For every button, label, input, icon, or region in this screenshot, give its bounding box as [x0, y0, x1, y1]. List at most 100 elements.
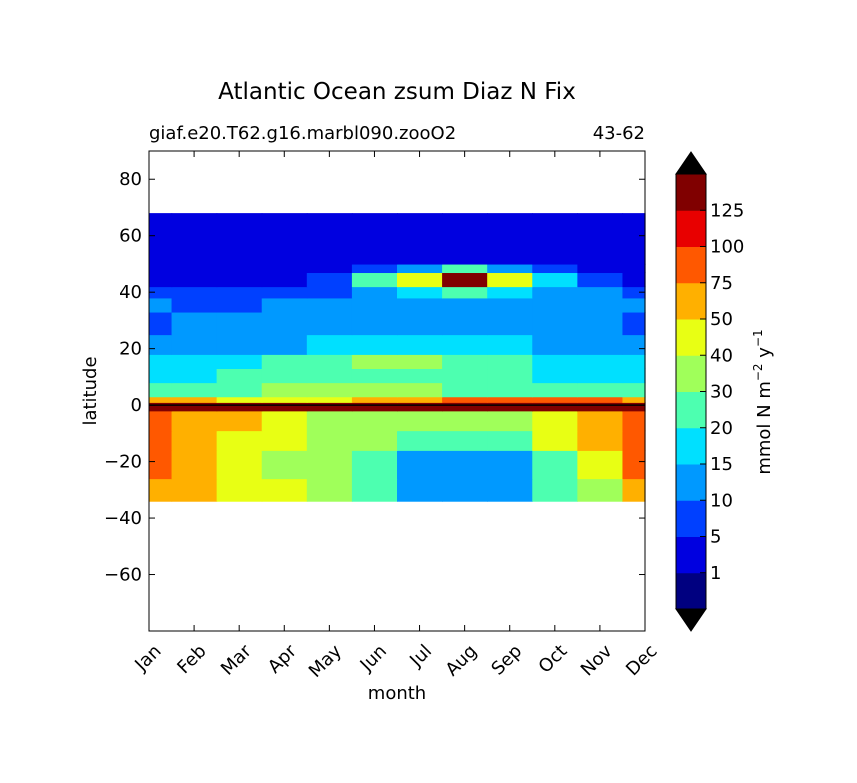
heatmap-cell	[261, 402, 308, 412]
heatmap-cell	[149, 354, 173, 370]
heatmap-cell	[622, 410, 646, 432]
x-tick-label: Aug	[442, 641, 482, 681]
heatmap-cell	[306, 430, 353, 451]
heatmap-cell	[351, 272, 398, 288]
heatmap-cell	[487, 430, 533, 451]
x-tick-label: Feb	[173, 641, 210, 678]
heatmap-cell	[171, 410, 218, 432]
y-tick-label: −20	[104, 452, 142, 473]
heatmap-cell	[487, 263, 533, 274]
heatmap-cell	[397, 402, 443, 412]
heatmap-cell	[351, 311, 398, 336]
heatmap-cell	[577, 311, 624, 336]
heatmap-cell	[306, 334, 353, 355]
heatmap-cell	[149, 382, 173, 398]
heatmap-cell	[149, 311, 173, 336]
y-tick-label: −60	[104, 565, 142, 586]
x-tick-label: Mar	[217, 640, 256, 679]
heatmap-cell	[577, 272, 624, 288]
chart-subtitle-left: giaf.e20.T62.g16.marbl090.zooO2	[149, 123, 456, 144]
heatmap-cell	[397, 354, 443, 370]
heatmap-cell	[577, 402, 624, 412]
heatmap-cell	[442, 297, 488, 313]
heatmap-cell	[216, 410, 263, 432]
heatmap-cell	[397, 450, 443, 480]
heatmap-cell	[487, 297, 533, 313]
colorbar-tick-label: 40	[710, 345, 733, 366]
colorbar-tick-label: 1	[710, 563, 721, 584]
heatmap-cell	[216, 286, 263, 299]
heatmap-cell	[487, 382, 533, 398]
heatmap-cell	[149, 297, 173, 313]
y-tick-label: 80	[119, 169, 142, 190]
heatmap-cell	[622, 430, 646, 451]
heatmap-cell	[622, 354, 646, 370]
heatmap-cell	[577, 297, 624, 313]
heatmap-cell	[261, 430, 308, 451]
heatmap-cell	[532, 311, 578, 336]
heatmap-cell	[171, 396, 218, 403]
colorbar-tick-label: 20	[710, 418, 733, 439]
heatmap-cell	[397, 263, 443, 274]
heatmap-cell	[216, 368, 263, 384]
heatmap-cell	[442, 430, 488, 451]
x-axis-label: month	[368, 683, 426, 704]
x-tick-label: Nov	[577, 640, 617, 680]
heatmap-cell	[532, 450, 578, 480]
heatmap-cell	[306, 263, 353, 274]
colorbar-segment	[676, 319, 706, 356]
colorbar-segment	[676, 427, 706, 465]
chart-title: Atlantic Ocean zsum Diaz N Fix	[218, 79, 576, 105]
colorbar-segment	[676, 500, 706, 537]
heatmap-cell	[216, 354, 263, 370]
heatmap-cell	[532, 382, 578, 398]
heatmap-cell	[261, 368, 308, 384]
heatmap-cell	[149, 402, 173, 412]
heatmap-cell	[577, 263, 624, 274]
heatmap-cell	[577, 430, 624, 451]
heatmap-cell	[442, 478, 488, 502]
y-tick-label: 60	[119, 226, 142, 247]
heatmap-cell	[622, 402, 646, 412]
colorbar-segment	[676, 174, 706, 211]
x-tick-label: Jun	[356, 641, 391, 676]
heatmap-cell	[532, 410, 578, 432]
heatmap-cell	[532, 334, 578, 355]
colorbar-segment	[676, 391, 706, 429]
heatmap-cell	[306, 213, 353, 265]
heatmap-cell	[149, 272, 173, 288]
heatmap-cell	[149, 410, 173, 432]
heatmap-cell	[622, 297, 646, 313]
heatmap-cell	[577, 396, 624, 403]
heatmap-cell	[622, 213, 646, 265]
heatmap-cell	[397, 334, 443, 355]
heatmap-cell	[442, 450, 488, 480]
heatmap-cell	[577, 478, 624, 502]
x-tick-label: Dec	[622, 641, 661, 680]
heatmap-cell	[306, 450, 353, 480]
heatmap-cell	[149, 334, 173, 355]
heatmap-cell	[149, 368, 173, 384]
chart-subtitle-right: 43-62	[593, 123, 645, 144]
colorbar-label: mmol N m−2 y−1	[751, 329, 775, 474]
heatmap-cell	[442, 311, 488, 336]
heatmap-cell	[351, 213, 398, 265]
colorbar-label-mid: y	[754, 347, 775, 364]
heatmap-cell	[622, 382, 646, 398]
colorbar-segment	[676, 210, 706, 247]
heatmap-cell	[261, 450, 308, 480]
colorbar-segment	[676, 246, 706, 284]
heatmap-cell	[306, 368, 353, 384]
colorbar-label-sup2: −1	[751, 329, 765, 347]
heatmap-cell	[442, 396, 488, 403]
heatmap-cell	[351, 334, 398, 355]
heatmap-cell	[171, 311, 218, 336]
heatmap-cell	[171, 286, 218, 299]
heatmap-cell	[397, 368, 443, 384]
heatmap-cell	[216, 297, 263, 313]
heatmap-cell	[577, 213, 624, 265]
heatmap-cell	[149, 396, 173, 403]
heatmap-cell	[442, 410, 488, 432]
heatmap-cell	[306, 478, 353, 502]
heatmap-cell	[622, 286, 646, 299]
